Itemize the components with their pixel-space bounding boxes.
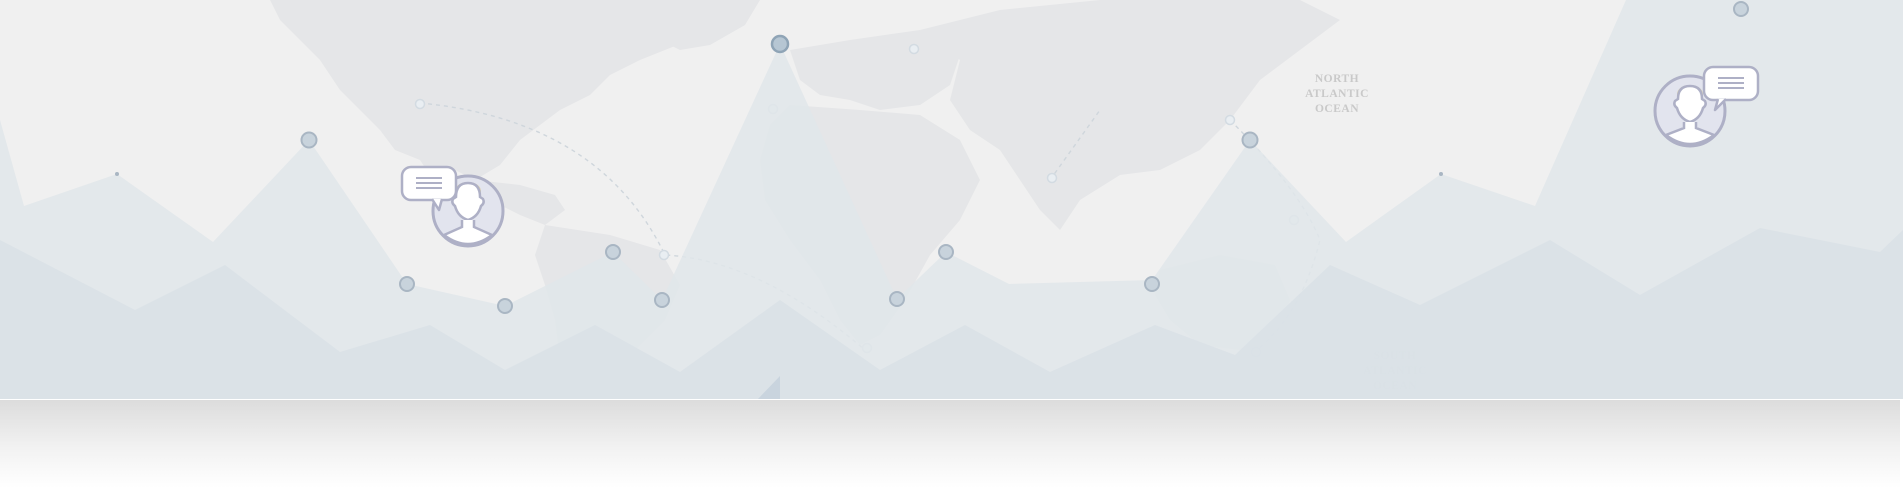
map-marker (414, 98, 426, 110)
map-marker (658, 249, 670, 261)
route-north-link (1049, 109, 1101, 181)
mountain-layer-mid (0, 228, 1903, 400)
network-node-small (1439, 172, 1443, 176)
map-marker (1224, 114, 1236, 126)
avatar-body (441, 220, 495, 246)
network-node (889, 291, 905, 307)
network-node (497, 298, 513, 314)
chat-bubble-tail (430, 198, 444, 212)
network-node (605, 244, 621, 260)
greenland-landmass (610, 0, 760, 50)
map-marker (1046, 172, 1058, 184)
network-node (399, 276, 415, 292)
bottom-fade-strip (0, 400, 1900, 488)
left-user-avatar (431, 174, 505, 248)
network-node (938, 244, 954, 260)
network-node (300, 131, 318, 149)
map-marker (908, 43, 920, 55)
network-nodes (115, 1, 1749, 314)
north-america-landmass (270, 0, 700, 180)
asia-landmass (920, 0, 1340, 230)
avatar-body (1663, 122, 1717, 146)
network-node-small (115, 172, 119, 176)
network-node (1241, 131, 1259, 149)
avatar-head (451, 181, 485, 222)
north-atlantic-label-line-2: ATLANTIC (1305, 88, 1369, 100)
north-atlantic-label-line-3: OCEAN (1315, 103, 1359, 115)
network-node-top (770, 34, 790, 54)
network-node (654, 292, 670, 308)
avatar-head (1673, 84, 1707, 124)
north-atlantic-label-line-1: NORTH (1315, 73, 1359, 85)
mountain-layer-back (0, 0, 1903, 400)
world-network-illustration: NORTH ATLANTIC OCEAN SOUTH ATLANTIC OCEA… (0, 0, 1903, 400)
network-node (1733, 1, 1749, 17)
chat-bubble-tail (1713, 98, 1727, 112)
left-chat-bubble-icon (400, 165, 458, 212)
mountain-layer-front-spike (757, 376, 780, 400)
network-node (1144, 276, 1160, 292)
right-chat-bubble-icon (1702, 65, 1760, 112)
